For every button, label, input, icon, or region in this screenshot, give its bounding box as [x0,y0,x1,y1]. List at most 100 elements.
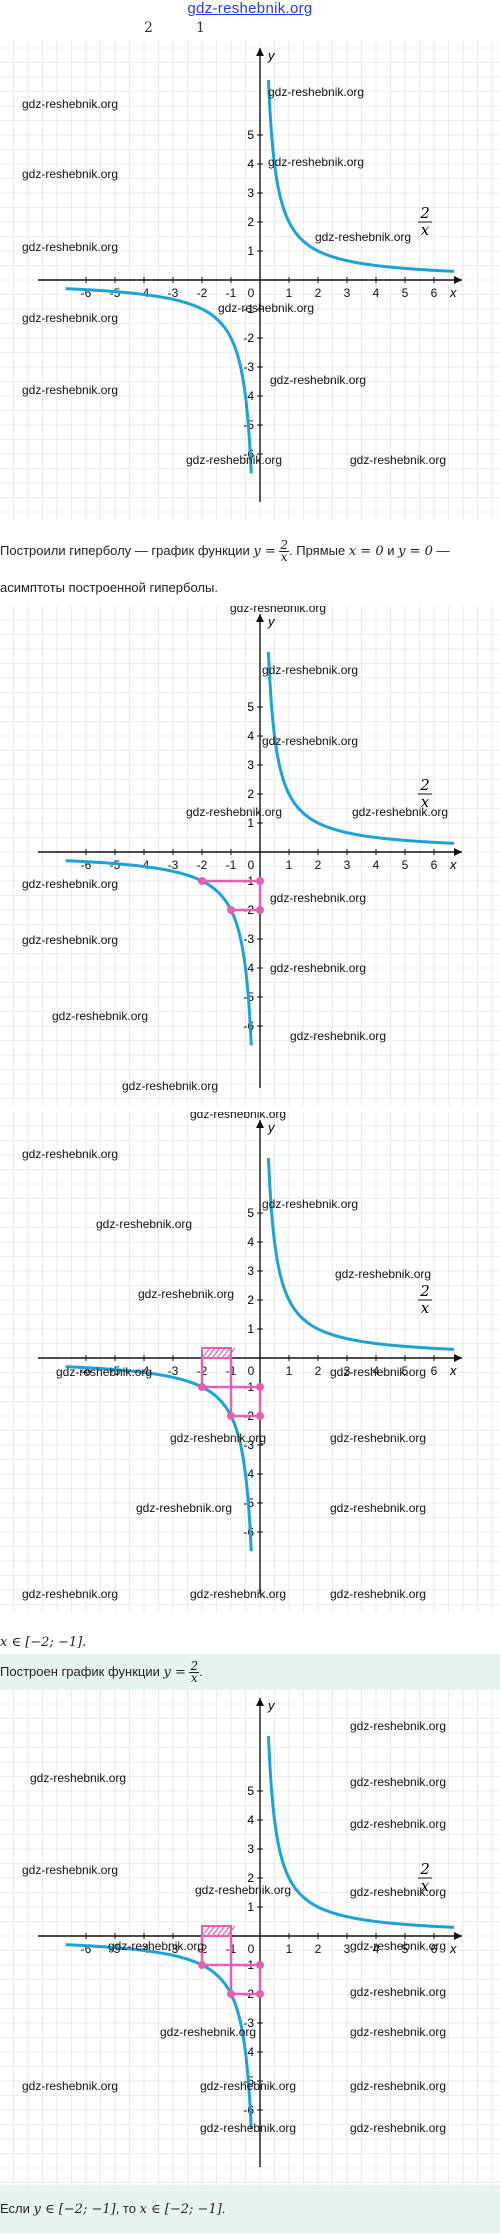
header-number: 2 [144,20,153,36]
x-tick-label: 1 [286,1364,293,1378]
x-tick-label: -3 [168,1942,179,1956]
hyperbola-branch-positive [266,79,454,273]
watermark: gdz-reshebnik.org [200,2121,296,2135]
function-label-numerator: 2 [419,1282,430,1300]
x-tick-label: 1 [286,858,293,872]
x-tick-label: 1 [286,1942,293,1956]
y-tick-label: 3 [247,186,254,200]
function-label-denominator: x [421,793,430,811]
watermark: gdz-reshebnik.org [22,1587,118,1601]
final-answer: Если y ∈ [−2; −1], то x ∈ [−2; −1]. [0,2185,500,2233]
y-tick-label: -4 [243,389,254,403]
x-tick-label: 4 [373,1942,380,1956]
x-tick-label: -6 [81,1364,92,1378]
x-tick-label: 4 [373,1364,380,1378]
watermark: gdz-reshebnik.org [290,1029,386,1043]
function-label-denominator: x [421,1299,430,1317]
x-tick-label: 2 [315,858,322,872]
watermark: gdz-reshebnik.org [186,805,282,819]
x-tick-label: -3 [168,858,179,872]
x-tick-label: -6 [81,858,92,872]
x-tick-label: -1 [226,858,237,872]
x-arrow [454,1354,462,1362]
y-arrow [256,1698,264,1706]
watermark: gdz-reshebnik.org [108,1939,204,1953]
y-arrow [256,1120,264,1128]
x-tick-label: -4 [139,858,150,872]
x-tick-label: -6 [81,1942,92,1956]
watermark: gdz-reshebnik.org [350,1885,446,1899]
watermark: gdz-reshebnik.org [262,734,358,748]
y-tick-label: 3 [247,1264,254,1278]
watermark: gdz-reshebnik.org [335,1267,431,1281]
x-tick-label: 0 [248,858,255,872]
watermark: gdz-reshebnik.org [22,2079,118,2093]
y-tick-label: -4 [243,1467,254,1481]
text-fragment: Построили гиперболу — график функции [0,542,254,558]
x-interval-hatch [216,1347,226,1359]
watermark: gdz-reshebnik.org [268,85,364,99]
watermark: gdz-reshebnik.org [218,301,314,315]
x-arrow [454,848,462,856]
x-interval-hatch [216,1925,226,1937]
y-tick-label: -1 [243,302,254,316]
x-tick-label: 5 [402,1364,409,1378]
watermark: gdz-reshebnik.org [22,311,118,325]
y-tick-label: 2 [247,1293,254,1307]
text-fragment: — [432,542,450,558]
x-tick-label: -3 [168,286,179,300]
watermark: gdz-reshebnik.org [56,1365,152,1379]
watermark: gdz-reshebnik.org [22,1147,118,1161]
x-tick-label: 0 [248,1942,255,1956]
x-interval-hatch [221,1347,231,1359]
watermark: gdz-reshebnik.org [330,1365,426,1379]
watermark: gdz-reshebnik.org [195,1883,291,1897]
x-interval-hatch [226,1347,236,1359]
point-0-minus2 [256,906,264,914]
watermark: gdz-reshebnik.org [330,1587,426,1601]
site-link[interactable]: gdz-reshebnik.org [187,0,313,17]
x-interval-hatch [206,1925,216,1937]
watermark: gdz-reshebnik.org [190,1587,286,1601]
y-tick-label: 5 [247,128,254,142]
x-tick-label: 2 [315,1364,322,1378]
x-tick-label: 6 [431,286,438,300]
graph-panel-4: -6-5-4-3-2-10123456xy12345-1-2-3-4-5-62x… [0,1690,500,2185]
point-minus2-minus1 [198,877,206,885]
x-tick-label: 3 [344,286,351,300]
watermark: gdz-reshebnik.org [22,933,118,947]
x-tick-label: 2 [315,286,322,300]
x-interval-hatch [211,1925,221,1937]
x-axis-label: x [449,857,457,872]
x-interval-hatch [201,1925,211,1937]
y-tick-label: -4 [243,2045,254,2059]
text-fragment: . Прямые [289,542,349,558]
description-line: Построили гиперболу — график функции y =… [0,538,500,564]
watermark: gdz-reshebnik.org [268,155,364,169]
y-axis-label: y [267,1698,276,1713]
hyperbola-branch-negative [65,1365,253,1552]
watermark: gdz-reshebnik.org [170,1431,266,1445]
hyperbola-branch-negative [65,287,253,474]
watermark: gdz-reshebnik.org [350,2121,446,2135]
point-0-minus1 [256,1383,264,1391]
watermark: gdz-reshebnik.org [350,1817,446,1831]
watermark: gdz-reshebnik.org [350,2025,446,2039]
watermark: gdz-reshebnik.org [262,1197,358,1211]
y-tick-label: 4 [247,1235,254,1249]
y-tick-label: 1 [247,816,254,830]
y-tick-label: 3 [247,758,254,772]
hyperbola-branch-negative [65,1943,253,2130]
function-label-numerator: 2 [419,776,430,794]
graph-svg: -6-5-4-3-2-10123456xy12345-1-2-3-4-5-62x… [0,1112,500,1612]
watermark: gdz-reshebnik.org [160,2025,256,2039]
watermark: gdz-reshebnik.org [352,805,448,819]
watermark: gdz-reshebnik.org [350,1939,446,1953]
watermark: gdz-reshebnik.org [138,1287,234,1301]
graph-panel-3: -6-5-4-3-2-10123456xy12345-1-2-3-4-5-62x… [0,1112,500,1612]
x-tick-label: 4 [373,286,380,300]
